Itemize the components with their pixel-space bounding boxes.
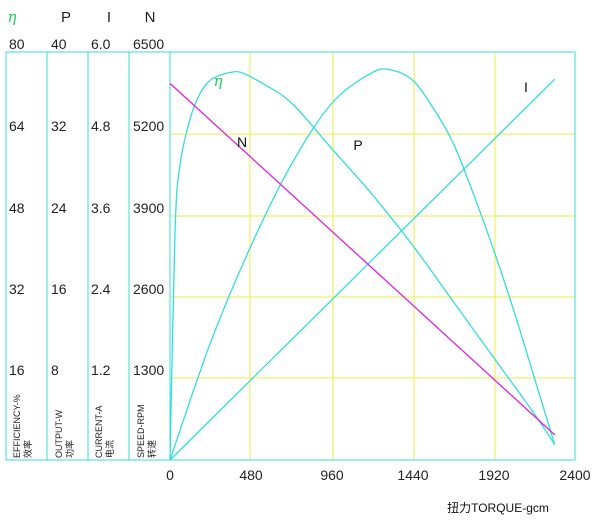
y-tick-label: 1300 [133,362,164,378]
y-axis-name-cn: 电流 [104,440,115,458]
y-tick-label: 5200 [133,118,164,134]
x-tick-label: 0 [166,467,174,483]
x-tick-label: 960 [320,467,344,483]
y-axis-name: SPEED-RPM [136,404,146,458]
plot-grid [169,51,576,461]
y-tick-label: 24 [51,200,67,216]
y-tick-label: 16 [9,362,25,378]
y-tick-label: 32 [9,281,25,297]
y-tick-label: 32 [51,118,67,134]
y-tick-label: 6.0 [91,36,111,52]
x-tick-label: 1920 [478,467,509,483]
axis-symbol: η [8,8,17,26]
y-axis-name-cn: 效率 [22,440,33,458]
y-tick-label: 64 [9,118,25,134]
y-axis-name-cn: 转速 [146,440,157,458]
y-axis-name-cn: 功率 [64,440,75,458]
axis-symbol: N [145,9,156,26]
series-label: I [524,79,528,95]
left-axis-panel: 80 64 48 32 16 EFFICIENCY-% 效率 40 32 24 16 8 OUTPUT-… [5,36,171,461]
x-tick-label: 2400 [559,467,590,483]
series-lines [169,68,556,461]
series-label: P [353,137,362,153]
y-tick-label: 3.6 [91,200,111,216]
y-tick-label: 2.4 [91,281,111,297]
y-tick-label: 80 [9,36,25,52]
y-tick-label: 3900 [133,200,164,216]
x-axis-title: 扭力TORQUE-gcm [447,501,549,515]
y-axis-name: OUTPUT-W [54,410,64,458]
y-tick-label: 6500 [133,36,164,52]
y-tick-label: 2600 [133,281,164,297]
series-label: N [237,134,247,150]
y-axis-name: CURRENT-A [94,405,104,458]
y-tick-label: 16 [51,281,67,297]
y-tick-label: 1.2 [91,362,111,378]
series-line-efficiency [169,70,556,461]
x-tick-label: 480 [239,467,263,483]
series-labels: η P I N [214,72,528,153]
y-tick-label: 48 [9,200,25,216]
series-line-output [169,68,556,461]
y-tick-label: 4.8 [91,118,111,134]
plot-border [169,51,576,461]
series-label: η [214,72,223,90]
series-line-speed [169,82,556,436]
axis-symbol: P [61,9,71,26]
axis-symbol: I [107,9,111,26]
y-tick-label: 8 [51,362,59,378]
y-axis-name: EFFICIENCY-% [12,394,22,458]
x-axis-ticks: 0 480 960 1440 1920 2400 [166,467,591,483]
x-tick-label: 1440 [397,467,428,483]
y-tick-label: 40 [51,36,67,52]
series-line-current [169,78,556,461]
